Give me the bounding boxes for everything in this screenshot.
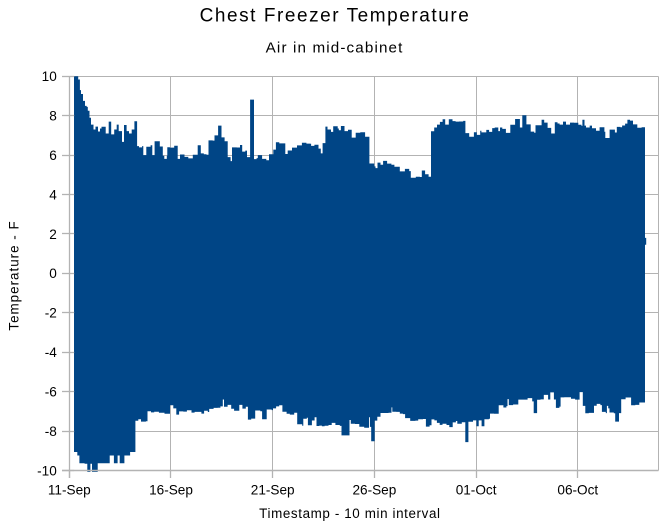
svg-text:-10: -10 [37,463,57,478]
svg-text:16-Sep: 16-Sep [149,483,193,498]
svg-text:-2: -2 [45,306,57,321]
svg-text:Chest Freezer Temperature: Chest Freezer Temperature [200,6,471,27]
svg-text:11-Sep: 11-Sep [48,483,91,498]
svg-text:Air in mid-cabinet: Air in mid-cabinet [266,39,404,56]
svg-text:06-Oct: 06-Oct [557,483,598,498]
svg-text:-6: -6 [45,385,57,400]
svg-text:21-Sep: 21-Sep [251,483,295,498]
svg-text:6: 6 [49,148,57,163]
svg-text:2: 2 [49,227,57,242]
svg-text:Temperature - F: Temperature - F [6,220,21,330]
svg-text:4: 4 [49,187,57,202]
svg-text:-4: -4 [45,345,58,360]
svg-text:26-Sep: 26-Sep [352,483,396,498]
svg-text:Timestamp - 10 min interval: Timestamp - 10 min interval [259,506,440,521]
svg-text:-8: -8 [45,424,57,439]
svg-text:10: 10 [42,69,58,84]
svg-text:8: 8 [49,109,57,124]
svg-text:01-Oct: 01-Oct [456,483,497,498]
svg-text:0: 0 [49,266,57,281]
